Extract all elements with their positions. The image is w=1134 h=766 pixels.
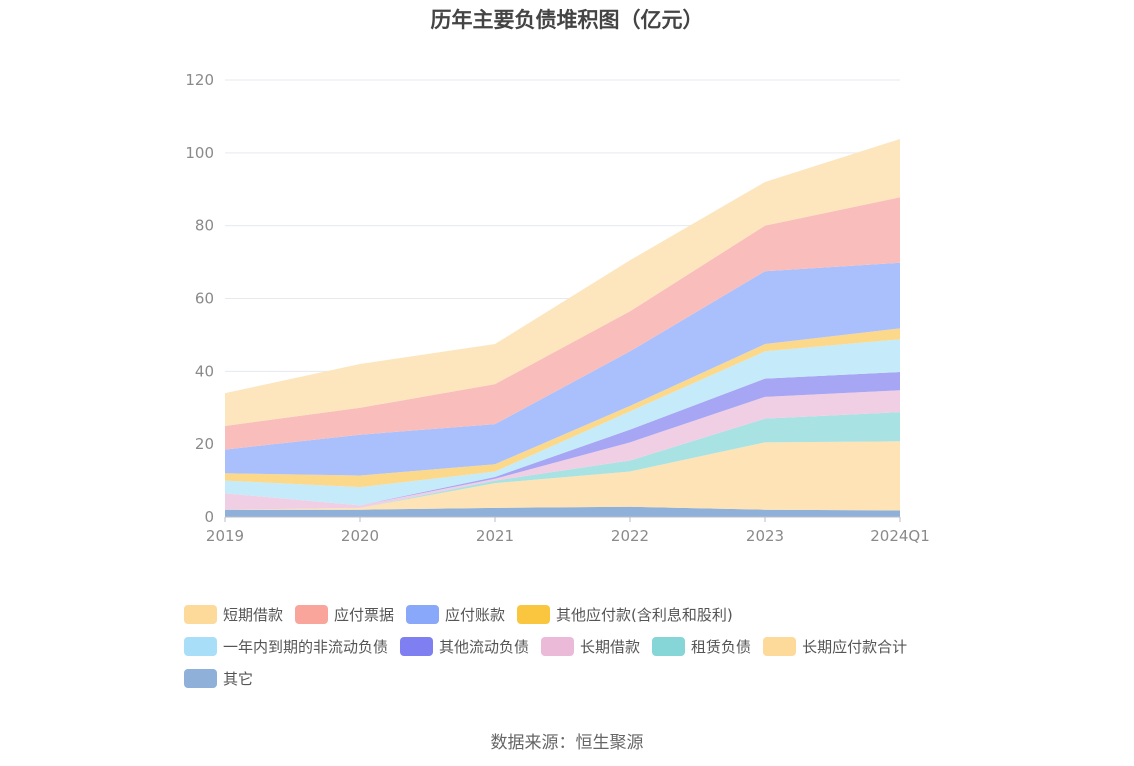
series-area[interactable] <box>225 339 900 506</box>
legend-label: 租赁负债 <box>691 637 752 656</box>
legend-swatch <box>517 604 551 624</box>
x-tick-label: 2022 <box>611 527 649 545</box>
y-tick-label: 80 <box>195 217 214 235</box>
y-tick-label: 120 <box>185 71 214 89</box>
legend-swatch <box>652 636 686 656</box>
legend-item[interactable]: 应付票据 <box>295 604 394 625</box>
series-area[interactable] <box>225 197 900 450</box>
legend-label: 其他流动负债 <box>439 637 530 656</box>
legend-label: 应付账款 <box>445 605 506 624</box>
legend-swatch <box>184 636 217 656</box>
legend-label: 应付票据 <box>334 605 395 624</box>
y-tick-label: 60 <box>195 290 214 308</box>
y-tick-label: 100 <box>185 144 214 162</box>
chart-legend: 短期借款 应付票据 应付账款 其他应付款(含利息和股利) 一年内到期的非流动负债 其他流动… <box>184 598 1004 694</box>
legend-label: 其它 <box>223 669 254 688</box>
legend-item[interactable]: 一年内到期的非流动负债 <box>184 636 388 657</box>
x-tick-label: 2020 <box>341 527 379 545</box>
data-source: 数据来源：恒生聚源 <box>490 733 644 753</box>
series-area[interactable] <box>225 262 900 476</box>
legend-item[interactable]: 长期应付款合计 <box>763 636 907 657</box>
legend-item[interactable]: 短期借款 <box>184 604 283 625</box>
legend-row: 一年内到期的非流动负债 其他流动负债 长期借款 租赁负债 长期应付款合计 <box>184 630 1004 662</box>
legend-swatch <box>763 636 797 656</box>
legend-label: 短期借款 <box>223 605 284 624</box>
legend-row: 其它 <box>184 662 1004 694</box>
series-area[interactable] <box>225 412 900 510</box>
series-area[interactable] <box>225 441 900 511</box>
y-tick-label: 0 <box>204 508 214 526</box>
legend-swatch <box>295 604 329 624</box>
chart-title: 历年主要负债堆积图（亿元） <box>430 8 704 32</box>
series-area[interactable] <box>225 506 900 517</box>
legend-swatch <box>541 636 575 656</box>
legend-swatch <box>406 604 440 624</box>
legend-label: 其他应付款(含利息和股利) <box>556 605 733 624</box>
legend-item[interactable]: 应付账款 <box>406 604 505 625</box>
legend-item[interactable]: 其他应付款(含利息和股利) <box>517 604 733 625</box>
legend-row: 短期借款 应付票据 应付账款 其他应付款(含利息和股利) <box>184 598 1004 630</box>
x-tick-label: 2019 <box>206 527 244 545</box>
legend-item[interactable]: 长期借款 <box>541 636 640 657</box>
legend-item[interactable]: 其它 <box>184 668 253 689</box>
y-tick-label: 40 <box>195 362 214 380</box>
series-area[interactable] <box>225 390 900 510</box>
stacked-area-chart: 0 20 40 60 80 100 120 2019 2020 2021 2022 2023 2024Q… <box>185 71 930 545</box>
y-tick-label: 20 <box>195 435 214 453</box>
series-area[interactable] <box>225 328 900 488</box>
legend-label: 长期应付款合计 <box>802 637 908 656</box>
x-tick-label: 2023 <box>746 527 784 545</box>
series-area[interactable] <box>225 372 900 506</box>
legend-swatch <box>184 668 217 688</box>
series-area[interactable] <box>225 138 900 426</box>
x-tick-label: 2021 <box>476 527 514 545</box>
legend-swatch <box>184 604 217 624</box>
legend-swatch <box>400 636 434 656</box>
legend-label: 一年内到期的非流动负债 <box>223 637 389 656</box>
legend-label: 长期借款 <box>580 637 641 656</box>
legend-item[interactable]: 租赁负债 <box>652 636 751 657</box>
legend-item[interactable]: 其他流动负债 <box>400 636 529 657</box>
x-tick-label: 2024Q1 <box>870 527 930 545</box>
